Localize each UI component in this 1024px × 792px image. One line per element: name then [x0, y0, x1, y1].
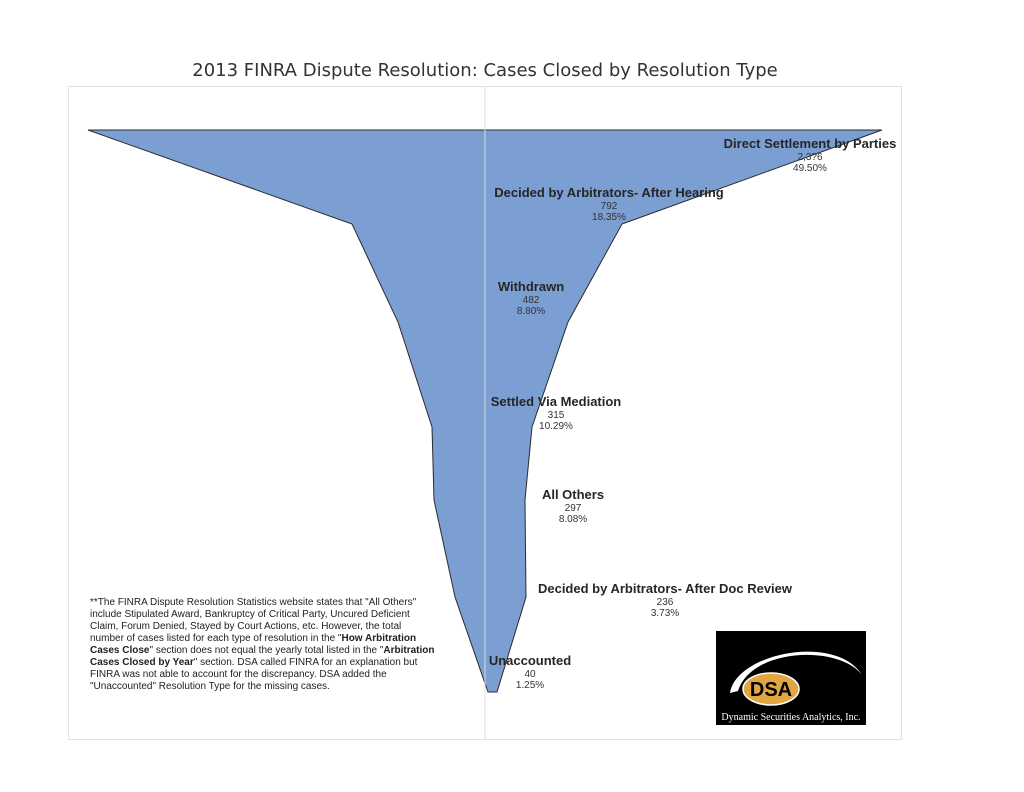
stage-percent: 49.50%: [793, 163, 827, 174]
footnote-text-2: " section does not equal the yearly tota…: [149, 645, 384, 656]
stage-labels: Direct Settlement by Parties2,3?649.50%D…: [489, 136, 897, 691]
stage-count: 482: [523, 295, 540, 306]
dsa-logo: DSA Dynamic Securities Analytics, Inc.: [716, 631, 866, 725]
stage-percent: 1.25%: [516, 680, 544, 691]
stage-label-2: Decided by Arbitrators- After Hearing792…: [494, 185, 724, 223]
footnote-text-1: **The FINRA Dispute Resolution Statistic…: [90, 597, 417, 644]
stage-name: Settled Via Mediation: [491, 394, 622, 409]
stage-count: 236: [657, 597, 674, 608]
stage-percent: 18.35%: [592, 212, 626, 223]
stage-name: Decided by Arbitrators- After Doc Review: [538, 581, 793, 596]
footnote: **The FINRA Dispute Resolution Statistic…: [90, 597, 435, 693]
stage-count: 40: [524, 669, 536, 680]
stage-name: Withdrawn: [498, 279, 564, 294]
stage-percent: 10.29%: [539, 421, 573, 432]
stage-count: 297: [565, 503, 582, 514]
logo-ring-graphic: DSA: [730, 651, 862, 706]
stage-percent: 8.08%: [559, 514, 587, 525]
stage-name: Decided by Arbitrators- After Hearing: [494, 185, 724, 200]
footnote-text-3: " section. DSA called FINRA for an expla…: [90, 657, 418, 692]
stage-percent: 3.73%: [651, 608, 679, 619]
footnote-bold-1: How Arbitration Cases Close: [90, 633, 417, 656]
logo-company-name: Dynamic Securities Analytics, Inc.: [721, 712, 861, 723]
stage-label-6: Decided by Arbitrators- After Doc Review…: [538, 581, 793, 619]
footnote-bold-2: Arbitration Cases Closed by Year: [90, 645, 435, 668]
stage-count: 2,3?6: [797, 152, 822, 163]
stage-name: Unaccounted: [489, 653, 571, 668]
stage-name: All Others: [542, 487, 604, 502]
stage-percent: 8.80%: [517, 306, 545, 317]
stage-name: Direct Settlement by Parties: [724, 136, 897, 151]
chart-title: 2013 FINRA Dispute Resolution: Cases Clo…: [192, 60, 778, 81]
logo-mark: DSA: [750, 679, 792, 701]
stage-count: 792: [601, 201, 618, 212]
stage-count: 315: [548, 410, 565, 421]
